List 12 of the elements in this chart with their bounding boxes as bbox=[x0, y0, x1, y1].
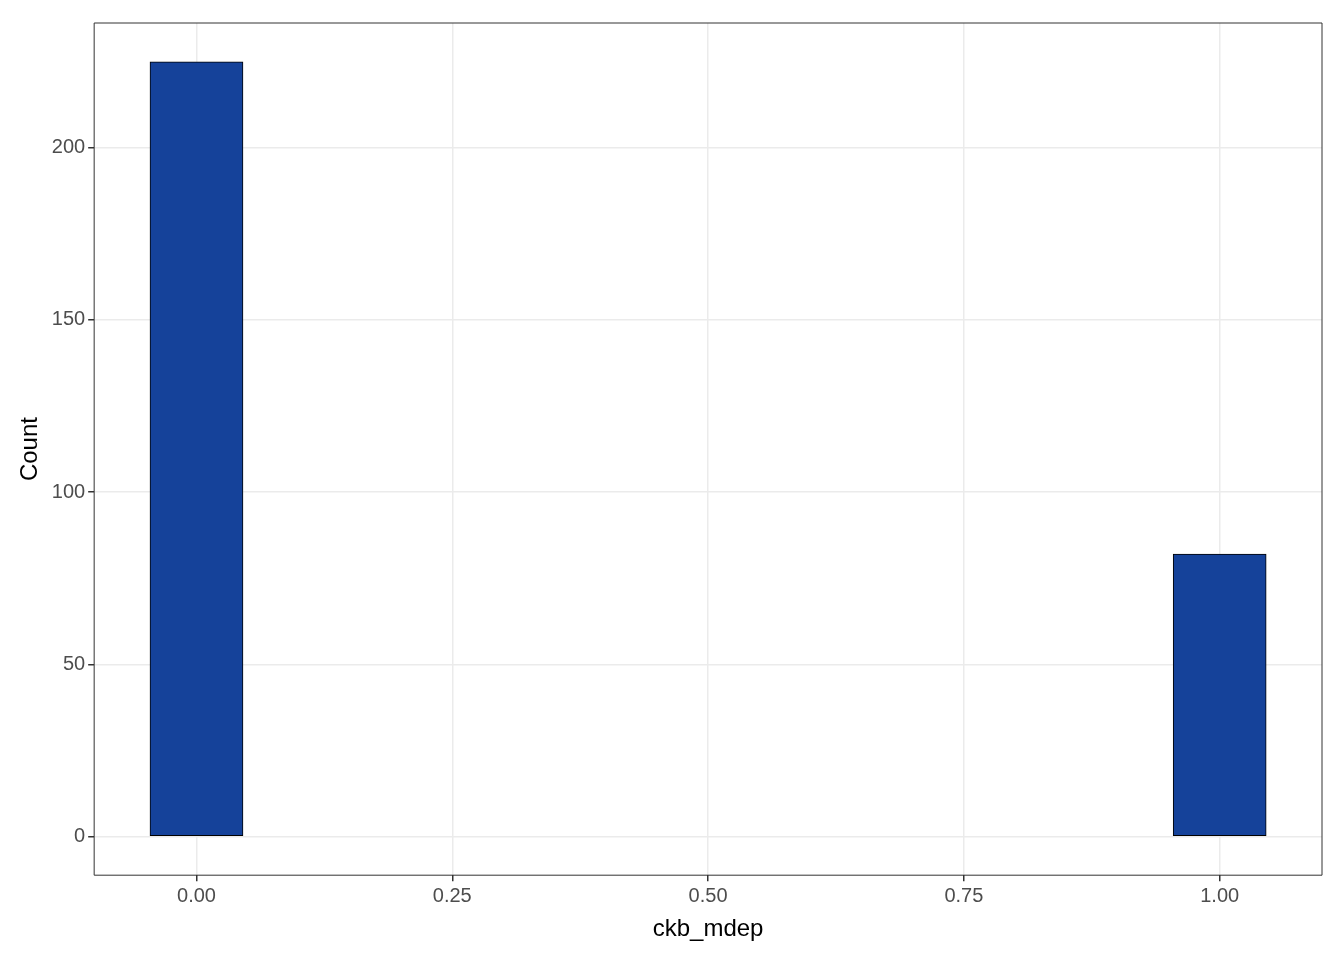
x-tick-label: 0.25 bbox=[432, 883, 472, 906]
y-axis-title: Count bbox=[15, 416, 43, 482]
x-axis-title: ckb_mdep bbox=[652, 914, 764, 942]
y-tick-label: 150 bbox=[51, 307, 86, 330]
x-tick-label: 0.50 bbox=[688, 883, 728, 906]
x-tick-label: 1.00 bbox=[1200, 883, 1240, 906]
y-tick-label: 100 bbox=[51, 479, 86, 502]
y-tick-label: 200 bbox=[51, 135, 86, 158]
y-tick-label: 50 bbox=[62, 651, 86, 674]
y-tick-label: 0 bbox=[74, 823, 86, 846]
x-tick-label: 0.00 bbox=[177, 883, 216, 906]
x-tick-label: 0.75 bbox=[944, 883, 984, 906]
